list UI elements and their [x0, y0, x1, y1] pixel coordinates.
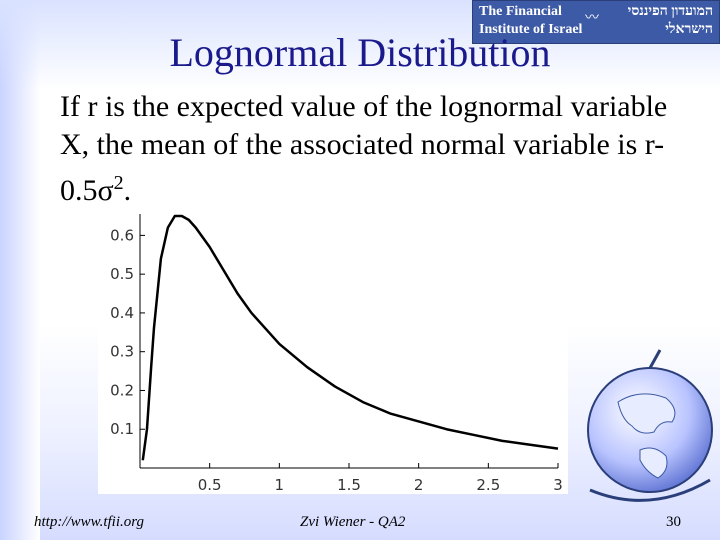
chart-panel: 0.5 1 1.5 2 2.5 3 0.1 0.2 0.3 0.4 0.5 0.6 [98, 208, 568, 494]
x-tick-label: 0.5 [198, 476, 222, 494]
logo-hebrew-text: המועדון הפיננסי הישראלי [627, 4, 713, 37]
superscript-two: 2 [113, 172, 124, 194]
page-number: 30 [666, 514, 681, 530]
x-tick-label: 2.5 [476, 476, 500, 494]
x-tick-label: 1.5 [337, 476, 361, 494]
globe-icon [587, 349, 713, 502]
y-tick-label: 0.5 [110, 265, 134, 283]
body-text-end: . [123, 174, 132, 207]
background-left-gradient [0, 0, 40, 540]
bird-icon: 〰 [585, 11, 599, 26]
y-tick-label: 0.4 [110, 304, 134, 322]
y-tick-label: 0.6 [110, 226, 134, 244]
x-tick-label: 3 [553, 476, 563, 494]
y-tick-label: 0.2 [110, 381, 134, 399]
body-text-main: If r is the expected value of the lognor… [60, 90, 668, 207]
y-tick-label: 0.3 [110, 343, 134, 361]
logo-english-text: The Financial Institute of Israel [479, 4, 583, 37]
lognormal-chart: 0.5 1 1.5 2 2.5 3 0.1 0.2 0.3 0.4 0.5 0.6 [110, 214, 563, 494]
sigma-symbol: σ [97, 174, 114, 207]
x-tick-label: 1 [275, 476, 285, 494]
footer-author: Zvi Wiener - QA2 [300, 514, 406, 530]
slide-body: If r is the expected value of the lognor… [60, 88, 680, 210]
y-tick-label: 0.1 [110, 420, 134, 438]
institute-logo: The Financial Institute of Israel 〰 המוע… [472, 0, 720, 44]
series-line [141, 214, 559, 461]
x-tick-label: 2 [414, 476, 424, 494]
footer-url[interactable]: http://www.tfii.org [34, 514, 145, 530]
slide-title: Lognormal Distribution [169, 30, 551, 75]
